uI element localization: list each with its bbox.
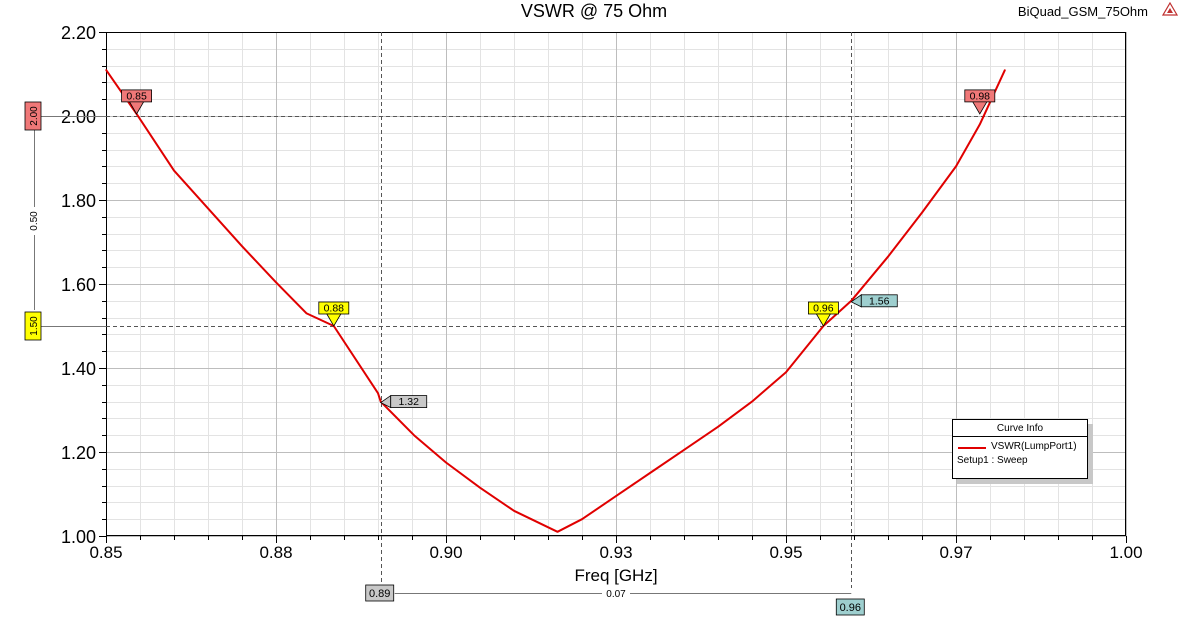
y-tick-label: 2.20 [61, 23, 96, 43]
marker-pointer [815, 313, 832, 327]
marker-pointer [972, 101, 988, 115]
data-point [556, 531, 559, 533]
ansys-triangle-icon [1162, 2, 1178, 16]
value-tag-box [860, 294, 898, 308]
x-tick-label: 0.97 [939, 543, 972, 562]
y-tick-label: 1.40 [61, 359, 96, 379]
data-point [955, 165, 957, 167]
y-tick-label: 1.80 [61, 191, 96, 211]
data-point [751, 401, 753, 403]
x-cursor-tag-box [835, 598, 865, 616]
y-reference-tag-label: 1.50 [29, 316, 40, 336]
legend-setup-label: Setup1 : Sweep [957, 455, 1028, 466]
x-tick-label: 0.85 [89, 543, 122, 562]
x-axis-label: Freq [GHz] [574, 566, 657, 585]
x-delta-label: 0.07 [606, 589, 626, 600]
x-tick-label: 1.00 [1109, 543, 1142, 562]
y-reference-tag-label: 2.00 [29, 106, 40, 126]
y-delta-label: 0.50 [29, 211, 40, 231]
vswr-curve [105, 69, 1006, 533]
y-tick-label: 1.20 [61, 443, 96, 463]
data-point [1004, 69, 1006, 71]
y-reference-tag-box [24, 101, 42, 131]
x-cursor-tag-label: 0.89 [369, 588, 390, 600]
data-point [785, 371, 787, 373]
data-point [850, 300, 852, 302]
data-point [887, 256, 889, 258]
data-point [683, 449, 685, 451]
data-point [979, 123, 981, 125]
y-delta-bg [28, 207, 39, 235]
data-point [241, 245, 243, 247]
chart-title: VSWR @ 75 Ohm [520, 1, 668, 21]
marker-label: 0.96 [813, 303, 834, 315]
value-tag-box [390, 395, 428, 409]
data-point [377, 392, 379, 394]
marker-label: 0.98 [970, 90, 991, 102]
curve-info-legend[interactable]: Curve Info VSWR(LumpPort1) Setup1 : Swee… [952, 419, 1088, 479]
data-point [105, 69, 107, 71]
x-cursor-tag-label: 0.96 [840, 602, 861, 614]
marker-label: 0.85 [126, 90, 147, 102]
legend-line-swatch [958, 447, 986, 449]
y-tick-label: 1.60 [61, 275, 96, 295]
marker-pointer [326, 313, 342, 327]
x-cursor-tag-box [365, 584, 395, 602]
data-point [380, 401, 382, 403]
x-delta-bg [602, 586, 630, 599]
legend-series-label: VSWR(LumpPort1) [991, 441, 1077, 452]
y-reference-tag-box [24, 311, 42, 341]
data-point [581, 518, 583, 520]
axis-ticks [99, 32, 1127, 543]
design-name: BiQuad_GSM_75Ohm [1017, 4, 1148, 19]
value-tag-label: 1.56 [869, 295, 890, 307]
y-tick-label: 1.00 [61, 527, 96, 547]
data-point [479, 487, 481, 489]
y-delta-group: 0.50 [28, 207, 40, 235]
x-tick-label: 0.88 [259, 543, 292, 562]
data-point [615, 495, 617, 497]
data-point [413, 434, 415, 436]
data-point [921, 212, 923, 214]
data-point [306, 312, 308, 314]
data-point [173, 170, 175, 172]
x-tick-label: 0.90 [429, 543, 462, 562]
plot-frame [106, 32, 1126, 536]
data-point [513, 510, 515, 512]
legend-title: Curve Info [953, 420, 1087, 437]
y-reference-tag: 1.50 [24, 311, 42, 341]
marker-label: 0.88 [324, 303, 345, 315]
x-tick-label: 0.93 [599, 543, 632, 562]
marker-pointer [128, 101, 145, 115]
legend-series-entry[interactable]: VSWR(LumpPort1) [953, 437, 1087, 455]
data-point [649, 472, 651, 474]
data-point [275, 281, 277, 283]
y-reference-tag: 2.00 [24, 101, 42, 131]
data-point [717, 426, 719, 428]
data-point [445, 461, 447, 464]
x-tick-label: 0.95 [769, 543, 802, 562]
value-tag-label: 1.32 [399, 396, 420, 408]
